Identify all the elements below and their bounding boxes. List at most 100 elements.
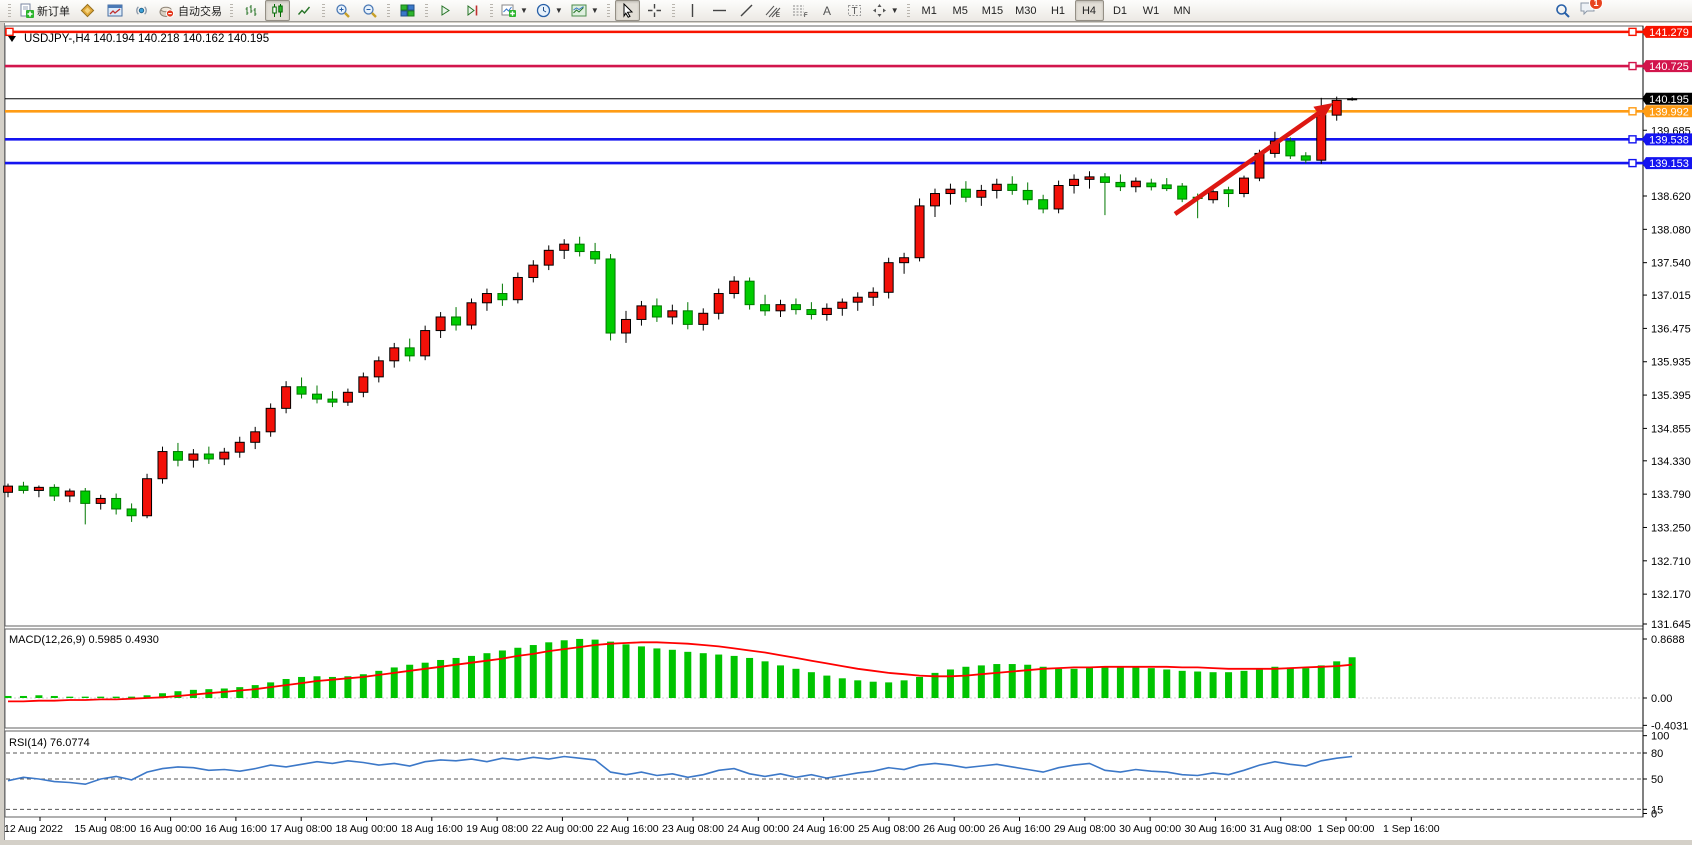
toolbar-grip[interactable]: [322, 3, 325, 18]
candle-body: [49, 486, 60, 497]
toolbar-grip[interactable]: [425, 3, 428, 18]
time-label[interactable]: 24 Aug 16:00: [793, 823, 855, 835]
toolbar-grip[interactable]: [906, 3, 910, 18]
tf-mn-button[interactable]: MN: [1173, 4, 1191, 17]
time-label[interactable]: 22 Aug 16:00: [597, 823, 659, 835]
signals-button[interactable]: [129, 0, 154, 21]
toolbar-grip[interactable]: [8, 3, 11, 18]
time-label[interactable]: 30 Aug 00:00: [1119, 823, 1181, 835]
tf-w1-button[interactable]: W1: [1142, 4, 1160, 17]
bar-chart-button[interactable]: [238, 0, 263, 21]
vertical-line-button[interactable]: [680, 0, 705, 21]
new-order-button[interactable]: 新订单: [16, 0, 73, 21]
time-label[interactable]: 22 Aug 00:00: [531, 823, 593, 835]
tf-h4-button[interactable]: H4: [1074, 0, 1104, 21]
periods-dropdown[interactable]: ▼: [533, 0, 566, 21]
macd-signal-line: [8, 641, 1353, 703]
candle-body: [188, 453, 199, 461]
market-watch-button[interactable]: [75, 0, 100, 21]
price-label-text: 139.538: [1649, 134, 1689, 146]
hline-handle[interactable]: [1628, 135, 1637, 144]
macd-histogram-bar: [1194, 671, 1202, 698]
time-label[interactable]: 25 Aug 08:00: [858, 823, 920, 835]
candle: [64, 488, 75, 503]
text-button[interactable]: A: [815, 0, 840, 21]
hline-handle[interactable]: [1628, 158, 1637, 168]
time-label[interactable]: 15 Aug 08:00: [74, 823, 136, 835]
chart-shift-button[interactable]: [460, 0, 485, 21]
time-label[interactable]: 23 Aug 08:00: [662, 823, 724, 835]
tf-d1-button[interactable]: D1: [1112, 4, 1128, 17]
candle: [481, 288, 492, 311]
tile-windows-button[interactable]: [395, 0, 420, 21]
candle: [327, 391, 338, 408]
charts-button[interactable]: [102, 0, 127, 21]
time-label[interactable]: 26 Aug 16:00: [989, 823, 1051, 835]
hline-handle[interactable]: [1628, 61, 1637, 71]
time-label[interactable]: 16 Aug 16:00: [205, 823, 267, 835]
time-label[interactable]: 19 Aug 08:00: [466, 823, 528, 835]
templates-dropdown[interactable]: ▼: [568, 0, 602, 21]
candle-body: [80, 490, 91, 504]
toolbar-grip[interactable]: [230, 3, 233, 18]
time-label[interactable]: 16 Aug 00:00: [140, 823, 202, 835]
candle: [219, 447, 230, 466]
horizontal-line-button[interactable]: [707, 0, 732, 21]
hline-handle[interactable]: [1628, 27, 1637, 37]
time-label[interactable]: 31 Aug 08:00: [1250, 823, 1312, 835]
time-label[interactable]: 18 Aug 00:00: [336, 823, 398, 835]
time-label[interactable]: 29 Aug 08:00: [1054, 823, 1116, 835]
zoom-in-button[interactable]: [330, 0, 355, 21]
candlestick-chart-button[interactable]: [265, 0, 290, 21]
time-label[interactable]: 26 Aug 00:00: [923, 823, 985, 835]
candle: [1331, 96, 1342, 121]
tf-m1-button[interactable]: M1: [921, 4, 937, 17]
trend-arrow-head[interactable]: [1313, 103, 1333, 121]
tf-m5-button[interactable]: M5: [952, 4, 968, 17]
macd-histogram-bar: [1039, 666, 1047, 698]
cursor-button[interactable]: [614, 0, 640, 21]
search-button[interactable]: [1550, 0, 1575, 21]
candle-body: [883, 262, 894, 293]
tf-m15-button[interactable]: M15: [981, 4, 1004, 17]
trendline-button[interactable]: [734, 0, 759, 21]
fibonacci-button[interactable]: F: [788, 0, 813, 21]
channel-button[interactable]: E: [761, 0, 786, 21]
price-label-text: 139.153: [1649, 158, 1689, 170]
macd-histogram-bar: [1132, 667, 1140, 698]
time-label[interactable]: 18 Aug 16:00: [401, 823, 463, 835]
indicators-dropdown[interactable]: ▼: [498, 0, 531, 21]
time-label[interactable]: 30 Aug 16:00: [1184, 823, 1246, 835]
time-label[interactable]: 17 Aug 08:00: [270, 823, 332, 835]
line-chart-button[interactable]: [292, 0, 317, 21]
autotrading-button[interactable]: 自动交易: [156, 0, 225, 21]
chat-button[interactable]: 1: [1579, 0, 1603, 21]
price-tick-label: 137.540: [1651, 258, 1691, 270]
tf-h1-button[interactable]: H1: [1050, 4, 1066, 17]
hline-handle[interactable]: [5, 27, 14, 37]
macd-histogram-bar: [251, 685, 259, 698]
tf-m30-button[interactable]: M30: [1015, 4, 1037, 17]
auto-scroll-button[interactable]: [433, 0, 458, 21]
arrows-dropdown[interactable]: ▼: [869, 0, 902, 21]
crosshair-button[interactable]: [642, 0, 667, 21]
trend-arrow[interactable]: [1173, 109, 1323, 216]
time-label[interactable]: 12 Aug 2022: [4, 823, 63, 835]
toolbar-grip[interactable]: [387, 3, 390, 18]
candle-body: [852, 296, 863, 303]
toolbar-grip[interactable]: [490, 3, 493, 18]
zoom-in-icon: [335, 3, 350, 18]
time-label[interactable]: 1 Sep 16:00: [1383, 823, 1440, 835]
price-tick-label: 133.790: [1651, 489, 1691, 501]
macd-histogram-bar: [483, 653, 491, 698]
toolbar-grip[interactable]: [606, 3, 610, 18]
zoom-out-button[interactable]: [357, 0, 382, 21]
collapse-triangle-icon[interactable]: [8, 36, 16, 42]
text-label-button[interactable]: T: [842, 0, 867, 21]
toolbar-grip[interactable]: [671, 3, 675, 18]
time-label[interactable]: 1 Sep 00:00: [1318, 823, 1375, 835]
candle: [1239, 175, 1249, 198]
hline-handle[interactable]: [1628, 107, 1637, 116]
time-label[interactable]: 24 Aug 00:00: [727, 823, 789, 835]
candle-body: [667, 310, 678, 318]
